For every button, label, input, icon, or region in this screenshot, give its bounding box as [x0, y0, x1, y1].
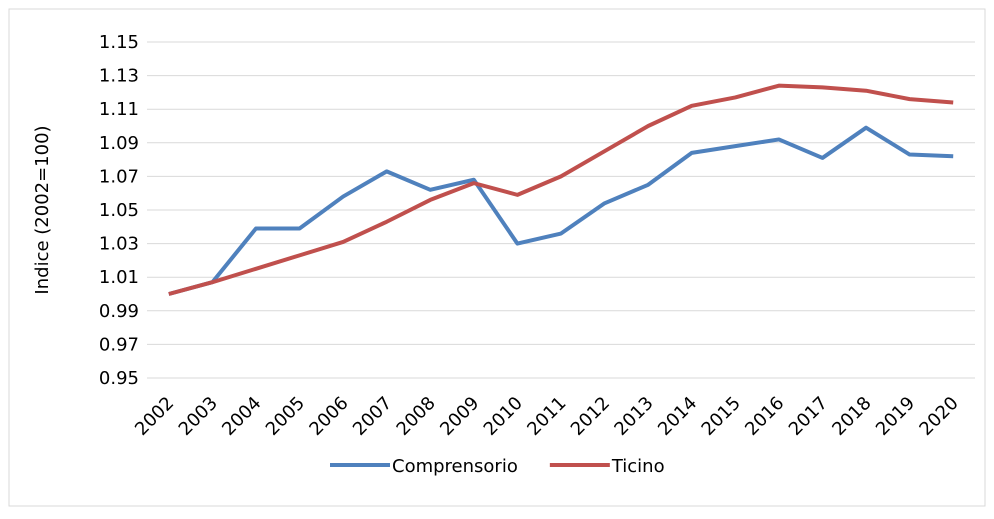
y-tick-label: 1.05 — [99, 200, 139, 221]
y-tick-label: 1.09 — [99, 133, 139, 154]
legend-label: Comprensorio — [392, 456, 518, 477]
y-tick-label: 1.03 — [99, 234, 139, 255]
y-axis-label: Indice (2002=100) — [32, 125, 53, 294]
y-tick-label: 0.99 — [99, 301, 139, 322]
legend-label: Ticino — [611, 456, 665, 477]
y-tick-label: 0.97 — [99, 334, 139, 355]
series-line — [168, 83, 954, 296]
chart-frame — [8, 8, 986, 507]
y-tick-label: 1.13 — [99, 66, 139, 87]
y-tick-label: 1.15 — [99, 32, 139, 53]
y-tick-label: 1.01 — [99, 267, 139, 288]
y-tick-label: 1.11 — [99, 99, 139, 120]
series-line — [168, 125, 954, 296]
y-tick-label: 0.95 — [99, 368, 139, 389]
y-tick-label: 1.07 — [99, 166, 139, 187]
